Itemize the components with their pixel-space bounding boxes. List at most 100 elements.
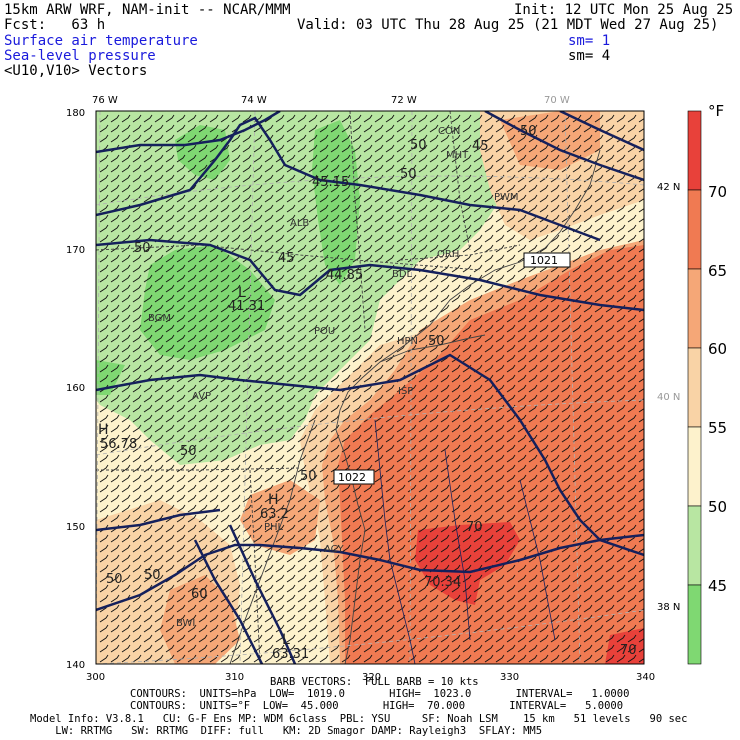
wind-barb bbox=[616, 324, 626, 333]
wind-barb bbox=[572, 304, 582, 313]
wind-barb bbox=[275, 624, 285, 633]
wind-barb bbox=[583, 544, 593, 553]
wind-barb bbox=[187, 604, 197, 613]
wind-barb bbox=[154, 554, 164, 563]
wind-barb bbox=[429, 344, 439, 353]
wind-barb bbox=[484, 344, 494, 353]
wind-barb bbox=[209, 414, 219, 423]
wind-barb bbox=[572, 324, 582, 333]
wind-barb bbox=[583, 604, 593, 613]
wind-barb bbox=[407, 184, 417, 193]
wind-barb bbox=[99, 304, 109, 313]
wind-barb bbox=[297, 634, 307, 643]
pressure-box-label: 1021 bbox=[530, 254, 558, 267]
temp-band-40-45-edge bbox=[96, 360, 125, 395]
wind-barb bbox=[220, 534, 230, 543]
wind-barb bbox=[176, 274, 186, 283]
wind-barb bbox=[176, 364, 186, 373]
wind-barb bbox=[341, 314, 351, 323]
wind-barb bbox=[539, 654, 549, 663]
wind-barb bbox=[143, 474, 153, 483]
wind-barb bbox=[187, 534, 197, 543]
isobars bbox=[96, 111, 644, 664]
wind-barb bbox=[484, 504, 494, 513]
wind-barb bbox=[495, 164, 505, 173]
station-bgm: BGM bbox=[148, 313, 171, 324]
wind-barb bbox=[297, 604, 307, 613]
wind-barb bbox=[572, 494, 582, 503]
wind-barb bbox=[253, 384, 263, 393]
wind-barb bbox=[627, 334, 637, 343]
wind-barb bbox=[231, 574, 241, 583]
wind-barb bbox=[561, 444, 571, 453]
wind-barb bbox=[264, 464, 274, 473]
wind-barb bbox=[198, 624, 208, 633]
wind-barb bbox=[550, 474, 560, 483]
wind-barb bbox=[605, 344, 615, 353]
wind-barb bbox=[374, 524, 384, 533]
wind-barb bbox=[264, 474, 274, 483]
wind-barb bbox=[231, 414, 241, 423]
wind-barb bbox=[231, 354, 241, 363]
wind-barb bbox=[550, 654, 560, 663]
wind-barb bbox=[506, 354, 516, 363]
wind-barb bbox=[165, 654, 175, 663]
wind-barb bbox=[220, 424, 230, 433]
wind-barb bbox=[209, 284, 219, 293]
wind-barb bbox=[506, 534, 516, 543]
isotherm-label: 50 bbox=[180, 444, 197, 459]
wind-barb bbox=[231, 644, 241, 653]
wind-barb bbox=[198, 294, 208, 303]
wind-barb bbox=[561, 284, 571, 293]
wind-barb bbox=[385, 444, 395, 453]
wind-barb bbox=[385, 374, 395, 383]
wind-barb bbox=[231, 594, 241, 603]
wind-barb bbox=[396, 144, 406, 153]
wind-barb bbox=[242, 224, 252, 233]
wind-barb bbox=[594, 384, 604, 393]
wind-barb bbox=[121, 214, 131, 223]
colorbar-band bbox=[687, 189, 702, 270]
wind-barb bbox=[110, 504, 120, 513]
wind-barb bbox=[473, 384, 483, 393]
wind-barb bbox=[176, 434, 186, 443]
wind-barb bbox=[275, 454, 285, 463]
wind-barb bbox=[396, 284, 406, 293]
wind-barb bbox=[605, 634, 615, 643]
wind-barb bbox=[341, 514, 351, 523]
wind-barb bbox=[429, 464, 439, 473]
wind-barb bbox=[638, 168, 644, 173]
wind-barb bbox=[572, 654, 582, 663]
wind-barb bbox=[407, 294, 417, 303]
wind-barb bbox=[429, 444, 439, 453]
wind-barb bbox=[385, 404, 395, 413]
wind-barb bbox=[275, 134, 285, 143]
wind-barb bbox=[429, 184, 439, 193]
wind-barb bbox=[187, 554, 197, 563]
wind-barb bbox=[605, 514, 615, 523]
wind-barb bbox=[484, 554, 494, 563]
wind-barb bbox=[451, 554, 461, 563]
wind-barb bbox=[253, 604, 263, 613]
temp-band-60-65-south bbox=[160, 575, 240, 664]
wind-barb bbox=[561, 514, 571, 523]
wind-barb bbox=[121, 454, 131, 463]
wind-barb bbox=[341, 624, 351, 633]
wind-barb bbox=[220, 334, 230, 343]
wind-barb bbox=[418, 234, 428, 243]
wind-barb bbox=[253, 554, 263, 563]
wind-barb bbox=[341, 534, 351, 543]
wind-barb bbox=[385, 614, 395, 623]
wind-barb bbox=[374, 334, 384, 343]
wind-barb bbox=[572, 284, 582, 293]
wind-barb bbox=[484, 464, 494, 473]
wind-barb bbox=[99, 194, 109, 203]
wind-barb bbox=[627, 244, 637, 253]
wind-barb bbox=[583, 424, 593, 433]
wind-barb bbox=[561, 414, 571, 423]
wind-barb bbox=[484, 614, 494, 623]
wind-barb bbox=[440, 394, 450, 403]
wind-barb bbox=[176, 314, 186, 323]
wind-barb bbox=[110, 184, 120, 193]
wind-barb bbox=[374, 464, 384, 473]
